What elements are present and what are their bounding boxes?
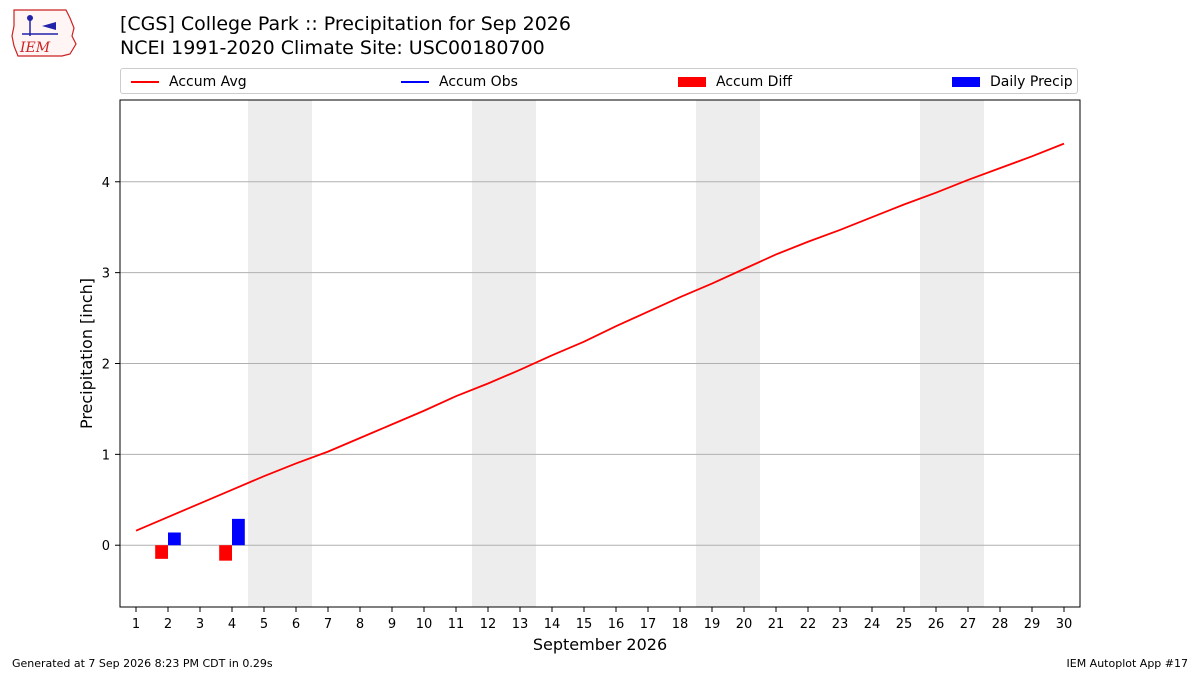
- x-tick-label: 21: [768, 617, 785, 632]
- x-tick-label: 7: [324, 617, 332, 632]
- x-tick-label: 22: [800, 617, 817, 632]
- x-tick-label: 12: [480, 617, 497, 632]
- x-tick-label: 9: [388, 617, 396, 632]
- weekend-band: [920, 100, 984, 607]
- iem-logo-icon: IEM: [11, 9, 77, 57]
- legend-label: Daily Precip: [990, 74, 1073, 90]
- x-tick-label: 29: [1024, 617, 1041, 632]
- daily-precip-bar: [232, 518, 245, 546]
- x-tick-label: 24: [864, 617, 881, 632]
- legend-label: Accum Diff: [716, 74, 793, 90]
- x-tick-label: 30: [1056, 617, 1073, 632]
- legend-line-swatch: [131, 81, 159, 83]
- daily-precip-bar: [168, 532, 181, 546]
- legend-patch-swatch: [678, 77, 706, 87]
- plot-frame: [119, 99, 1081, 608]
- accum-diff-bar: [219, 545, 232, 561]
- x-tick-label: 27: [960, 617, 977, 632]
- title-line-1: [CGS] College Park :: Precipitation for …: [120, 13, 571, 35]
- x-tick-label: 11: [448, 617, 465, 632]
- legend-item-accum-avg: Accum Avg: [131, 72, 247, 92]
- legend-item-accum-diff: Accum Diff: [678, 72, 792, 92]
- x-tick-label: 23: [832, 617, 849, 632]
- x-tick-label: 15: [576, 617, 593, 632]
- footer-generated: Generated at 7 Sep 2026 8:23 PM CDT in 0…: [12, 657, 273, 670]
- legend-label: Accum Obs: [439, 74, 518, 90]
- x-tick-label: 17: [640, 617, 657, 632]
- x-axis-label: September 2026: [533, 635, 667, 654]
- weekend-band: [696, 100, 760, 607]
- x-tick-label: 26: [928, 617, 945, 632]
- y-axis-label: Precipitation [inch]: [77, 278, 96, 429]
- legend-item-accum-obs: Accum Obs: [401, 72, 518, 92]
- x-tick-label: 18: [672, 617, 689, 632]
- x-tick-label: 25: [896, 617, 913, 632]
- y-tick-label: 0: [102, 539, 110, 554]
- x-tick-label: 16: [608, 617, 625, 632]
- y-tick-label: 3: [102, 267, 110, 282]
- x-tick-label: 28: [992, 617, 1009, 632]
- accum-avg-line: [135, 142, 1065, 532]
- x-tick-label: 14: [544, 617, 561, 632]
- x-tick-label: 20: [736, 617, 753, 632]
- svg-text:IEM: IEM: [19, 40, 51, 56]
- footer-app: IEM Autoplot App #17: [1066, 657, 1189, 670]
- legend-line-swatch: [401, 81, 429, 83]
- x-tick-label: 13: [512, 617, 529, 632]
- x-tick-label: 6: [292, 617, 300, 632]
- y-tick-label: 1: [102, 448, 110, 463]
- chart-title: [CGS] College Park :: Precipitation for …: [120, 12, 571, 60]
- legend-patch-swatch: [952, 77, 980, 87]
- title-line-2: NCEI 1991-2020 Climate Site: USC00180700: [120, 37, 545, 59]
- legend-label: Accum Avg: [169, 74, 247, 90]
- legend-item-daily-precip: Daily Precip: [952, 72, 1073, 92]
- x-tick-label: 19: [704, 617, 721, 632]
- x-tick-label: 10: [416, 617, 433, 632]
- accum-diff-bar: [155, 545, 168, 559]
- weekend-band: [248, 100, 312, 607]
- legend: Accum Avg Accum Obs Accum Diff Daily Pre…: [120, 68, 1078, 94]
- x-tick-label: 5: [260, 617, 268, 632]
- weekend-band: [472, 100, 536, 607]
- y-tick-label: 2: [102, 357, 110, 372]
- x-tick-label: 4: [228, 617, 236, 632]
- x-tick-label: 1: [132, 617, 140, 632]
- y-tick-label: 4: [102, 176, 110, 191]
- x-tick-label: 3: [196, 617, 204, 632]
- x-tick-label: 2: [164, 617, 172, 632]
- x-tick-label: 8: [356, 617, 364, 632]
